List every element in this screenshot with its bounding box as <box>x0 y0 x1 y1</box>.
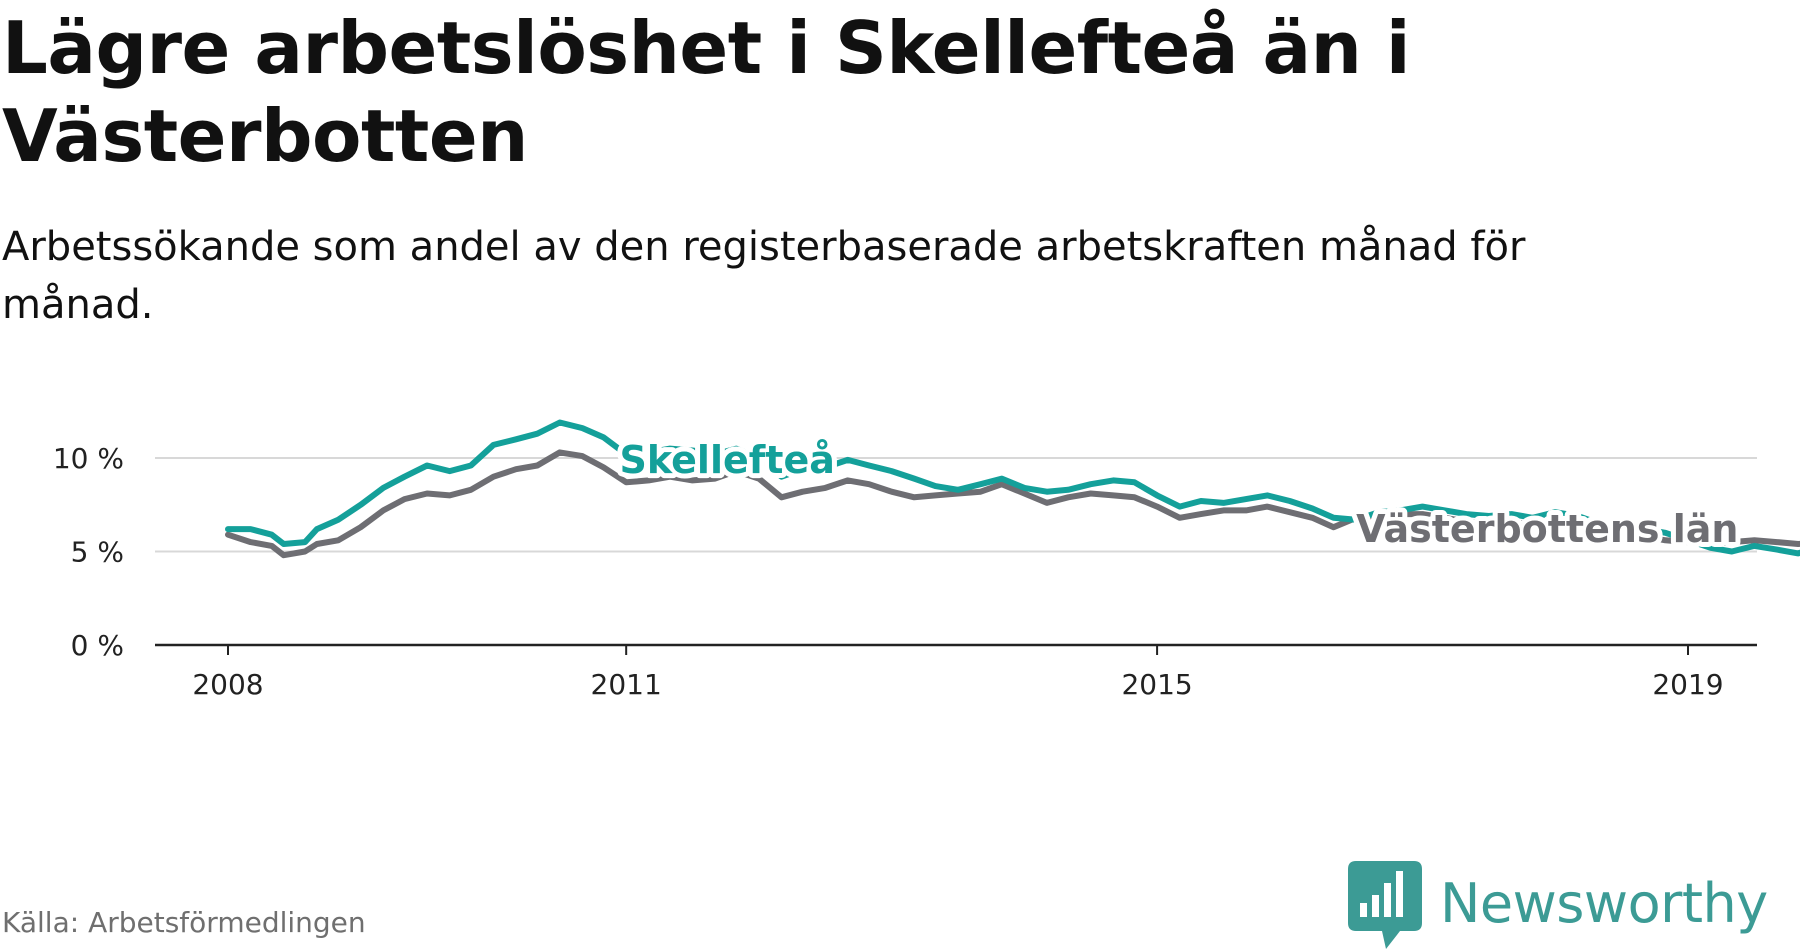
x-tick-label: 2011 <box>591 668 662 701</box>
y-tick-label: 5 % <box>71 536 124 569</box>
y-tick-label: 10 % <box>53 442 124 475</box>
x-tick-label: 2019 <box>1652 668 1723 701</box>
axes: 0 %5 %10 %20082011201520192022 <box>53 442 1757 701</box>
brand-name: Newsworthy <box>1440 871 1768 935</box>
x-tick-label: 2008 <box>192 668 263 701</box>
series-label-vasterbotten: Västerbottens län <box>1356 507 1738 551</box>
grid-lines <box>155 457 1757 553</box>
source-note: Källa: Arbetsförmedlingen <box>2 906 366 939</box>
chart-subtitle: Arbetssökande som andel av den registerb… <box>2 224 1526 328</box>
y-tick-label: 0 % <box>71 629 124 662</box>
series-line-skelleftea <box>225 419 1800 557</box>
logo-bar-3 <box>1384 883 1391 917</box>
brand-logo-block: Newsworthy <box>1348 860 1768 950</box>
series-line-vasterbotten <box>225 449 1800 559</box>
chart-title: Lägre arbetslöshet i Skellefteå än i Väs… <box>2 6 1411 178</box>
logo-bar-2 <box>1372 895 1379 917</box>
series-label-skelleftea: Skellefteå <box>620 438 835 482</box>
logo-bar-1 <box>1360 903 1367 917</box>
newsworthy-logo-icon <box>1348 861 1422 949</box>
logo-bar-4 <box>1396 871 1403 917</box>
x-tick-label: 2015 <box>1121 668 1192 701</box>
series-lines <box>225 419 1800 559</box>
